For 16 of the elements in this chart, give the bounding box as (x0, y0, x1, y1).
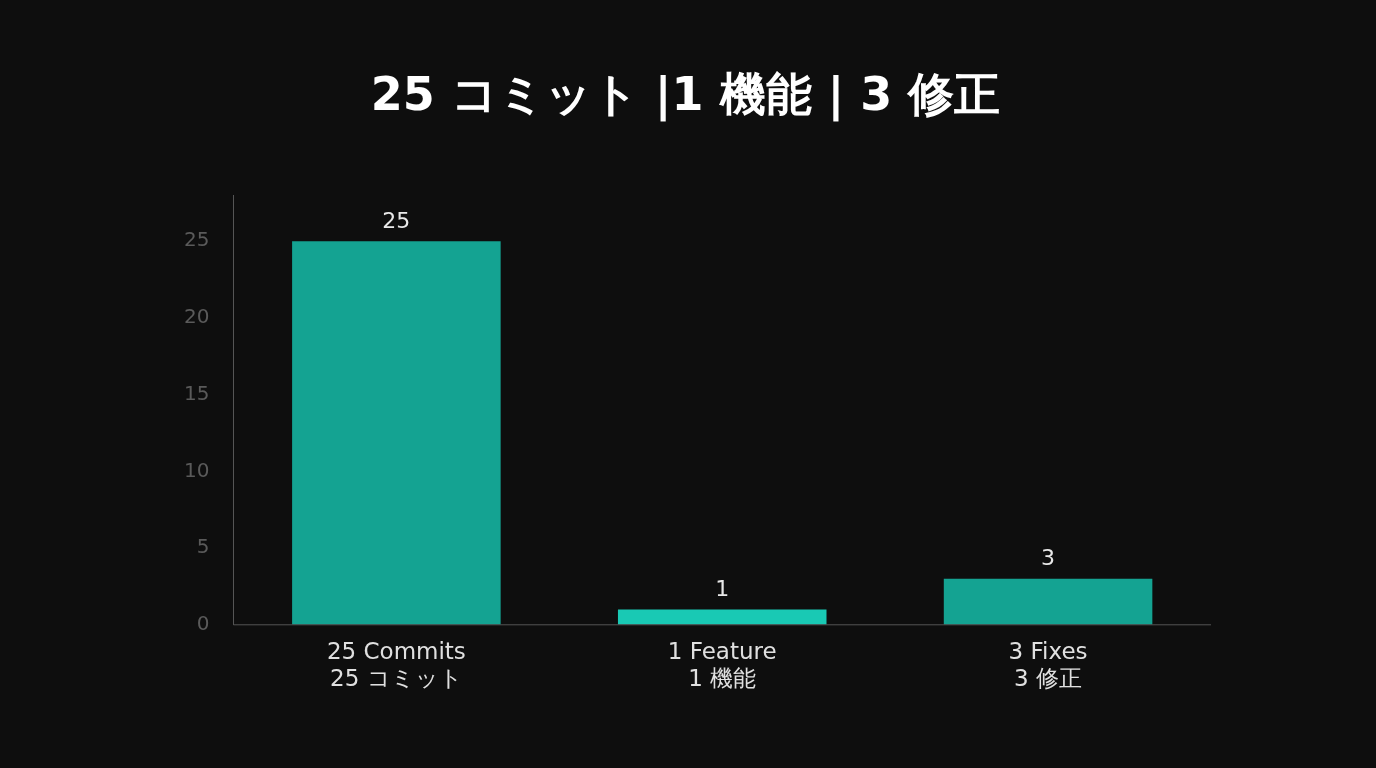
bar (617, 609, 827, 625)
bar (292, 241, 501, 625)
data-label: 25 (382, 207, 411, 233)
x-tick-label: 1 Feature 1 機能 (667, 637, 777, 692)
data-label: 3 (1041, 545, 1056, 571)
x-tick-label: 3 Fixes 3 修正 (1008, 637, 1088, 692)
y-tick-label: 15 (184, 380, 210, 405)
data-label: 1 (715, 576, 730, 602)
y-tick-label: 5 (196, 534, 210, 559)
y-tick-label: 10 (184, 457, 210, 482)
bar (943, 578, 1153, 625)
y-tick-label: 0 (196, 611, 210, 635)
x-tick-label: 25 Commits 25 コミット (326, 637, 466, 692)
y-tick-label: 25 (184, 227, 210, 252)
y-tick-label: 20 (184, 304, 210, 329)
chart-title: 25 コミット |1 機能 | 3 修正 (370, 66, 1001, 122)
